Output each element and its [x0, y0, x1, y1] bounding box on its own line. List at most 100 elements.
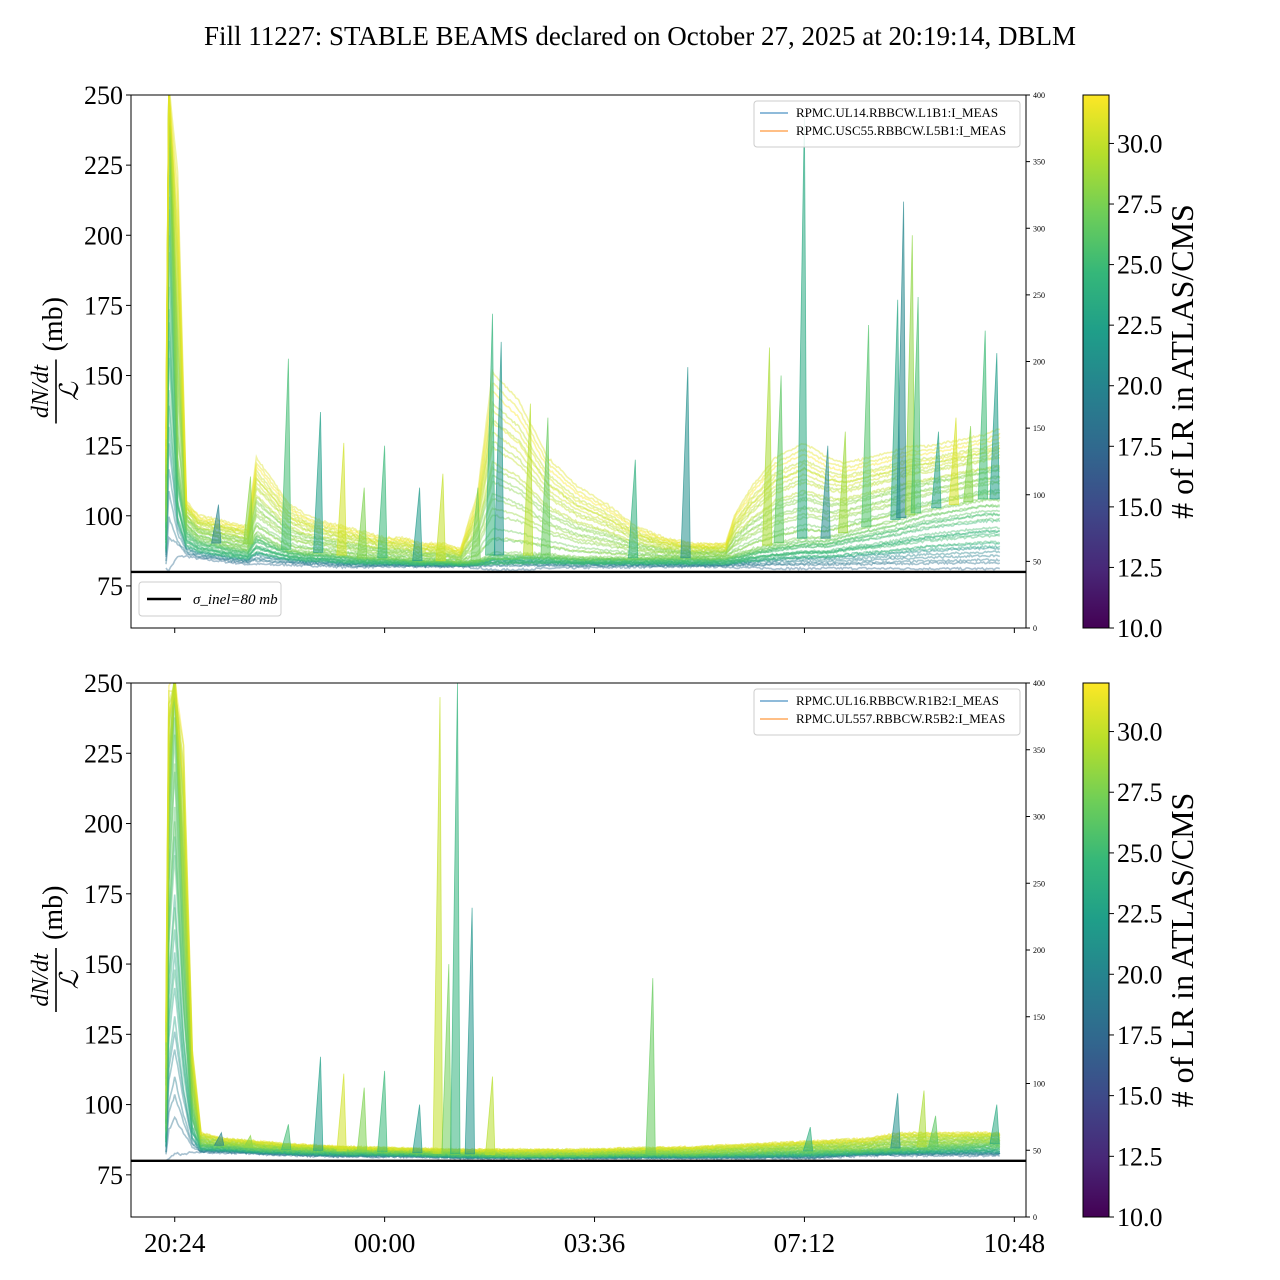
data-trace-bottom: [165, 684, 1001, 1156]
colorbar-bottom: 10.0 12.5 15.0 17.5 20.0 22.5 25.0 27.5 30.0 # of…: [1082, 682, 1200, 1232]
data-trace-bottom: [165, 694, 1001, 1158]
data-trace-bottom: [165, 836, 1001, 1159]
y2-tick-label: 300: [1033, 224, 1045, 233]
y-tick-label: 100: [84, 1091, 123, 1120]
data-trace-bottom: [165, 806, 1001, 1159]
y2-tick-label: 250: [1033, 291, 1045, 300]
chart-panel-bottom: 75 100 125 150 175 200 225 250 0 50 100 150 200 250 30…: [28, 669, 1200, 1258]
colorbar-tick-label: 22.5: [1117, 311, 1163, 340]
data-trace-top: [165, 95, 1000, 555]
legend-top-right: RPMC.UL14.RBBCW.L1B1:I_MEAS RPMC.USC55.RB…: [753, 100, 1021, 148]
data-trace-bottom: [165, 763, 1001, 1158]
data-trace-top: [165, 95, 1000, 557]
data-trace-bottom: [165, 687, 1001, 1155]
data-trace-top: [165, 104, 1000, 563]
spike-top: [493, 341, 505, 556]
spike-bottom: [485, 1076, 496, 1155]
data-trace-top: [165, 389, 1001, 568]
legend-box: [753, 688, 1021, 736]
y2-tick-label: 150: [1033, 1013, 1045, 1022]
colorbar-tick-label: 10.0: [1117, 614, 1163, 643]
spike-bottom: [377, 1070, 388, 1153]
y-label-unit: (mb): [38, 297, 69, 351]
data-trace-bottom: [165, 969, 1001, 1160]
y-tick-label: 150: [84, 950, 123, 979]
y2-tick-label: 250: [1033, 879, 1045, 888]
y2-tick-label: 350: [1033, 746, 1045, 755]
spike-top: [896, 201, 907, 519]
spike-bottom: [432, 697, 443, 1154]
y-tick-label: 150: [84, 362, 123, 391]
x-tick-label: 10:48: [984, 1228, 1046, 1258]
data-trace-bottom: [165, 952, 1001, 1159]
data-trace-bottom: [165, 683, 1000, 1154]
data-trace-top: [165, 252, 1001, 566]
figure-title: Fill 11227: STABLE BEAMS declared on Oct…: [204, 21, 1076, 51]
spike-top: [820, 445, 831, 539]
spike-top: [412, 487, 423, 562]
y-tick-label: 175: [84, 880, 123, 909]
data-trace-bottom: [165, 683, 1001, 1154]
data-trace-bottom: [165, 683, 1001, 1156]
spike-top: [948, 417, 959, 505]
y-tick-label: 200: [84, 221, 123, 250]
spike-top: [989, 353, 1000, 500]
y-axis-label: dN/dt ℒ (mb): [28, 886, 84, 1012]
spike-top: [680, 367, 691, 559]
y-tick-label: 200: [84, 810, 123, 839]
y-label-numerator: dN/dt: [28, 363, 54, 418]
legend-top-right: RPMC.UL16.RBBCW.R1B2:I_MEAS RPMC.UL557.RB…: [753, 688, 1021, 736]
data-trace-top: [165, 95, 1000, 551]
data-trace-bottom: [165, 683, 1001, 1156]
data-trace-top: [165, 235, 1001, 566]
plot-area-bottom: [131, 683, 1026, 1162]
spike-bottom: [989, 1104, 1000, 1145]
data-trace-top: [165, 490, 1001, 568]
data-trace-bottom: [165, 691, 1001, 1153]
data-trace-bottom: [165, 987, 1001, 1159]
data-trace-bottom: [165, 683, 1001, 1157]
colorbar-tick-label: 10.0: [1117, 1203, 1163, 1232]
spike-bottom: [890, 1093, 901, 1149]
colorbar-top: 10.0 12.5 15.0 17.5 20.0 22.5 25.0 27.5 30.0 # of…: [1082, 94, 1200, 643]
data-trace-top: [165, 443, 1001, 568]
spike-bottom: [242, 1134, 254, 1149]
y2-tick-label: 350: [1033, 158, 1045, 167]
data-trace-top: [165, 95, 1000, 563]
data-trace-bottom: [165, 688, 1001, 1153]
colorbar-tick-label: 30.0: [1117, 718, 1163, 747]
spike-bottom: [356, 1087, 368, 1152]
data-trace-bottom: [165, 717, 1001, 1158]
legend-label-1: RPMC.UL16.RBBCW.R1B2:I_MEAS: [796, 693, 999, 708]
colorbar-tick-label: 17.5: [1117, 1021, 1163, 1050]
spike-bottom: [802, 1126, 814, 1152]
data-trace-top: [165, 95, 1001, 552]
spike-top: [377, 445, 388, 559]
colorbar-gradient: [1082, 94, 1110, 629]
data-trace-bottom: [165, 894, 1000, 1159]
spike-top: [910, 296, 922, 514]
data-trace-top: [165, 95, 1001, 562]
data-trace-top: [165, 101, 1001, 563]
y2-tick-label: 400: [1033, 91, 1045, 100]
data-trace-top: [165, 133, 1000, 565]
y-tick-label: 225: [84, 739, 123, 768]
colorbar-tick-label: 12.5: [1117, 1142, 1163, 1171]
data-trace-top: [165, 104, 1001, 565]
data-trace-bottom: [165, 688, 1001, 1157]
data-trace-top: [165, 98, 1001, 560]
data-trace-bottom: [165, 687, 1001, 1152]
y-axis-label: dN/dt ℒ (mb): [28, 297, 84, 424]
y2-tick-label: 0: [1033, 1213, 1037, 1222]
data-trace-bottom: [165, 1094, 1001, 1160]
y2-tick-label: 100: [1033, 1080, 1045, 1089]
legend-label-2: RPMC.USC55.RBBCW.L5B1:I_MEAS: [796, 123, 1006, 138]
spike-top: [963, 425, 974, 503]
data-trace-top: [165, 95, 1001, 556]
colorbar-tick-label: 27.5: [1117, 778, 1163, 807]
data-trace-top: [165, 340, 1001, 567]
spike-bottom: [464, 907, 475, 1155]
data-trace-bottom: [165, 771, 1001, 1158]
data-trace-bottom: [165, 687, 1001, 1156]
spike-top: [243, 476, 254, 545]
